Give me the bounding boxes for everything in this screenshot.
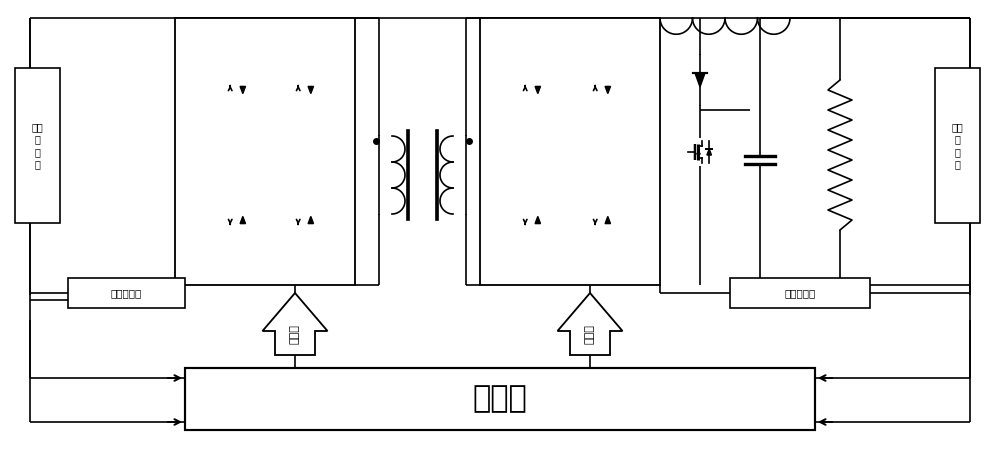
Text: 驱动信: 驱动信 <box>290 324 300 344</box>
Polygon shape <box>707 149 711 155</box>
Bar <box>730 278 870 308</box>
Bar <box>15 68 60 223</box>
Text: 电流传感器: 电流传感器 <box>111 288 142 298</box>
Bar <box>185 368 815 430</box>
Text: 电压
传
感
器: 电压 传 感 器 <box>32 122 43 169</box>
Text: 电流传感器: 电流传感器 <box>784 288 816 298</box>
Text: 电压
传
感
器: 电压 传 感 器 <box>952 122 963 169</box>
Polygon shape <box>308 216 314 224</box>
Text: 驱动信: 驱动信 <box>585 324 595 344</box>
Polygon shape <box>558 293 622 355</box>
Polygon shape <box>535 86 540 94</box>
Polygon shape <box>695 73 705 87</box>
Bar <box>68 278 185 308</box>
Polygon shape <box>605 86 610 94</box>
Text: 控制器: 控制器 <box>473 384 527 414</box>
Polygon shape <box>240 86 246 94</box>
Polygon shape <box>535 216 540 224</box>
Polygon shape <box>262 293 328 355</box>
Bar <box>480 18 660 285</box>
Bar <box>175 18 355 285</box>
Bar <box>935 68 980 223</box>
Polygon shape <box>605 216 610 224</box>
Polygon shape <box>308 86 314 94</box>
Polygon shape <box>240 216 246 224</box>
